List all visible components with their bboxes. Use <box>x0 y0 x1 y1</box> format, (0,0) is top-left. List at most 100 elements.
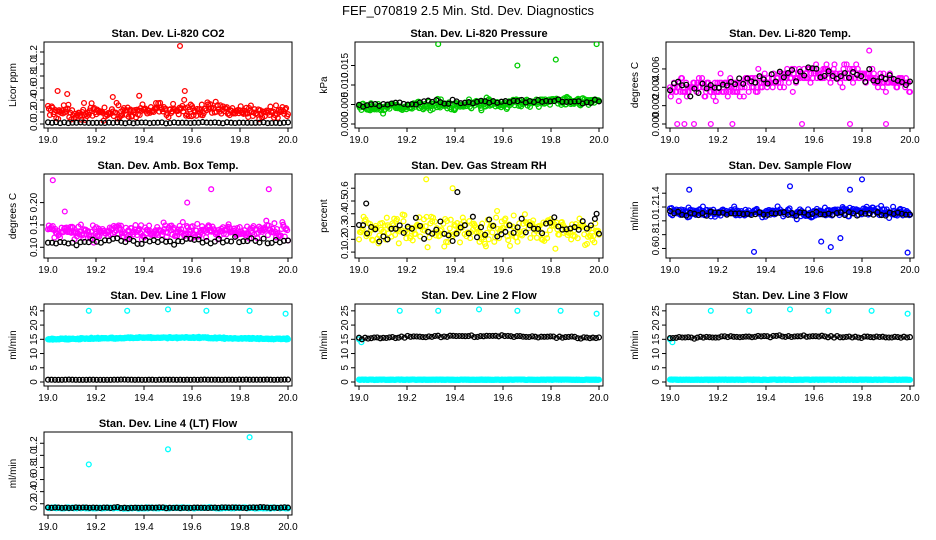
data-point <box>228 238 235 245</box>
data-point <box>595 230 603 237</box>
data-point <box>250 504 257 511</box>
data-point <box>142 376 149 383</box>
data-point <box>501 333 508 340</box>
panel-title: Stan. Dev. Sample Flow <box>729 160 852 172</box>
data-point <box>858 334 865 342</box>
data-point <box>498 98 505 105</box>
data-point <box>699 210 706 217</box>
data-point <box>191 376 198 383</box>
data-point <box>482 231 489 238</box>
y-axis-label: ml/min <box>630 330 641 359</box>
data-point <box>479 220 486 227</box>
data-point <box>223 104 230 111</box>
data-point <box>72 376 79 383</box>
data-point <box>248 235 255 242</box>
data-point <box>574 235 581 242</box>
data-point <box>229 504 236 511</box>
data-point <box>264 240 271 247</box>
data-point <box>240 119 247 126</box>
y-tick-label: 1.2 <box>29 45 40 59</box>
x-tick-label: 19.0 <box>38 265 58 276</box>
data-point <box>740 93 747 100</box>
data-point <box>498 332 505 339</box>
data-point <box>191 236 198 243</box>
x-tick-label: 19.4 <box>134 265 154 276</box>
data-point <box>398 333 405 340</box>
panel-title: Stan. Dev. Li-820 CO2 <box>112 28 225 40</box>
data-point <box>486 332 493 339</box>
points-group <box>44 177 292 249</box>
data-point <box>72 504 79 511</box>
data-point <box>703 85 710 92</box>
data-point <box>444 333 451 340</box>
outlier-point <box>358 339 365 346</box>
outlier-point <box>882 120 890 128</box>
data-point <box>416 333 423 340</box>
data-point <box>232 376 239 383</box>
outlier-point <box>593 210 600 217</box>
data-point <box>767 334 774 341</box>
x-tick-label: 20.0 <box>589 393 609 404</box>
data-point <box>776 332 783 339</box>
data-point <box>260 235 267 242</box>
data-point <box>61 119 68 126</box>
data-point <box>107 376 114 383</box>
data-point <box>685 334 692 341</box>
data-point <box>898 78 905 86</box>
data-point <box>793 212 800 219</box>
data-point <box>715 209 722 216</box>
data-point <box>49 239 56 246</box>
data-point <box>268 119 275 127</box>
data-point <box>543 97 550 104</box>
points-group <box>355 176 603 252</box>
data-point <box>389 333 396 341</box>
data-point <box>407 333 414 340</box>
x-tick-label: 20.0 <box>900 393 920 404</box>
data-point <box>134 119 141 126</box>
data-point <box>207 101 214 108</box>
data-point <box>733 333 740 340</box>
panel-title: Stan. Dev. Gas Stream RH <box>411 160 547 172</box>
data-point <box>125 113 132 120</box>
outlier-point <box>136 92 143 99</box>
data-point <box>170 100 177 107</box>
data-point <box>69 239 76 246</box>
y-tick-label: 1.2 <box>29 436 40 450</box>
data-point <box>118 119 125 126</box>
data-point <box>724 334 731 341</box>
data-point <box>563 98 570 105</box>
data-point <box>211 376 219 383</box>
data-point <box>400 218 407 225</box>
outlier-point <box>61 208 68 215</box>
y-tick-label: 15 <box>29 333 40 345</box>
data-point <box>469 213 476 220</box>
data-point <box>555 223 562 230</box>
data-point <box>117 376 125 383</box>
outlier-point <box>246 307 253 314</box>
data-point <box>77 221 84 228</box>
outlier-point <box>904 310 911 317</box>
data-point <box>425 333 432 340</box>
data-point <box>79 504 86 511</box>
data-point <box>257 504 264 511</box>
data-point <box>514 238 521 245</box>
panel-9: Stan. Dev. Line 3 Flow 19.0 19.2 19.4 19.6 19… <box>630 290 920 404</box>
data-point <box>755 332 762 339</box>
data-point <box>97 376 104 383</box>
data-point <box>813 65 820 72</box>
data-point <box>76 376 83 383</box>
data-point <box>388 225 395 232</box>
data-point <box>486 216 493 223</box>
data-point <box>93 119 100 126</box>
y-tick-label: 0.005 <box>340 92 351 117</box>
data-point <box>559 226 566 233</box>
data-point <box>841 61 848 68</box>
data-point <box>177 505 184 512</box>
data-point <box>170 376 177 383</box>
data-point <box>586 335 593 342</box>
data-point <box>111 504 118 511</box>
data-point <box>276 120 283 127</box>
x-tick-label: 20.0 <box>278 393 298 404</box>
x-tick-label: 19.6 <box>493 135 513 146</box>
data-point <box>794 333 801 340</box>
